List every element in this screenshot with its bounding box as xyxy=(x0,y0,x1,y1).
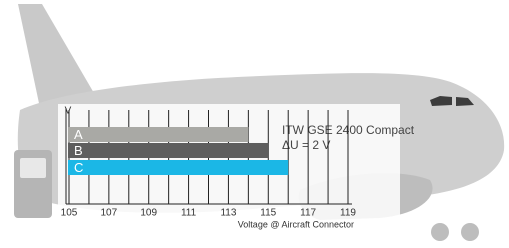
x-tick-label: 115 xyxy=(260,208,276,219)
x-tick-label: 113 xyxy=(220,208,236,219)
category-label: B xyxy=(74,143,83,158)
bar xyxy=(68,143,268,158)
x-tick-label: 117 xyxy=(300,208,316,219)
chart: V Voltage @ Aircraft Connector ITW GSE 2… xyxy=(0,0,509,248)
x-tick-label: 109 xyxy=(140,208,157,219)
x-tick-label: 105 xyxy=(61,208,78,219)
x-tick-label: 107 xyxy=(101,208,118,219)
bar xyxy=(68,160,288,175)
category-label: C xyxy=(74,160,83,175)
x-tick-label: 111 xyxy=(181,208,197,219)
x-axis-label: Voltage @ Aircraft Connector xyxy=(238,219,354,229)
y-axis-label: V xyxy=(65,106,72,117)
annotation: ΔU = 2 V xyxy=(282,138,330,152)
bar xyxy=(68,127,248,142)
category-label: A xyxy=(74,127,83,142)
x-tick-label: 119 xyxy=(340,208,356,219)
